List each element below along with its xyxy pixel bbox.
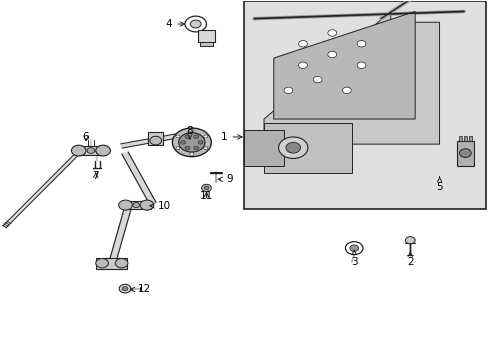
- Polygon shape: [148, 132, 163, 145]
- Text: 9: 9: [218, 174, 232, 184]
- Circle shape: [356, 62, 365, 68]
- Circle shape: [176, 135, 180, 138]
- Circle shape: [184, 146, 189, 150]
- Circle shape: [203, 186, 208, 190]
- Circle shape: [298, 62, 307, 68]
- Circle shape: [342, 87, 350, 94]
- Circle shape: [193, 135, 198, 139]
- Circle shape: [285, 142, 300, 153]
- Circle shape: [203, 147, 207, 150]
- Circle shape: [313, 76, 322, 83]
- Circle shape: [356, 41, 365, 47]
- Polygon shape: [199, 42, 212, 45]
- Polygon shape: [468, 136, 471, 140]
- Text: 3: 3: [350, 250, 357, 267]
- Text: 12: 12: [130, 284, 151, 294]
- Polygon shape: [3, 148, 84, 228]
- Circle shape: [184, 16, 206, 32]
- Polygon shape: [463, 136, 467, 140]
- Circle shape: [298, 41, 307, 47]
- Circle shape: [405, 237, 414, 244]
- Circle shape: [190, 20, 201, 28]
- Circle shape: [178, 133, 204, 152]
- Circle shape: [184, 135, 189, 139]
- Polygon shape: [122, 152, 156, 204]
- Circle shape: [96, 145, 110, 156]
- Circle shape: [150, 136, 161, 145]
- Circle shape: [327, 51, 336, 58]
- Circle shape: [133, 203, 140, 208]
- Text: 8: 8: [186, 126, 193, 139]
- Circle shape: [201, 184, 211, 192]
- Bar: [244, 1, 485, 209]
- Circle shape: [284, 87, 292, 94]
- Text: 4: 4: [165, 19, 184, 29]
- Polygon shape: [121, 133, 182, 148]
- Circle shape: [203, 135, 207, 138]
- Circle shape: [327, 30, 336, 36]
- Circle shape: [189, 153, 193, 156]
- Polygon shape: [122, 201, 151, 210]
- Polygon shape: [96, 258, 127, 269]
- Circle shape: [193, 146, 198, 150]
- Text: 10: 10: [149, 201, 170, 211]
- Circle shape: [349, 245, 358, 251]
- Circle shape: [345, 242, 362, 255]
- Circle shape: [180, 140, 185, 144]
- Circle shape: [115, 258, 128, 268]
- Polygon shape: [456, 140, 473, 166]
- Circle shape: [189, 129, 193, 132]
- Circle shape: [278, 137, 307, 158]
- Text: 5: 5: [435, 177, 442, 192]
- Text: 2: 2: [406, 252, 413, 267]
- Circle shape: [71, 145, 86, 156]
- Text: 11: 11: [200, 191, 213, 201]
- Polygon shape: [264, 123, 351, 173]
- Polygon shape: [198, 31, 215, 42]
- Polygon shape: [273, 12, 414, 119]
- Circle shape: [198, 140, 203, 144]
- Circle shape: [122, 287, 128, 291]
- Text: 7: 7: [92, 171, 99, 181]
- Circle shape: [459, 149, 470, 157]
- Circle shape: [176, 147, 180, 150]
- Circle shape: [96, 258, 108, 268]
- Circle shape: [119, 200, 132, 210]
- Polygon shape: [77, 146, 104, 155]
- Polygon shape: [458, 136, 462, 140]
- Text: 1: 1: [221, 132, 242, 142]
- Polygon shape: [264, 12, 439, 144]
- Circle shape: [87, 148, 95, 153]
- Polygon shape: [244, 130, 283, 166]
- Polygon shape: [109, 209, 131, 261]
- Circle shape: [119, 284, 131, 293]
- Circle shape: [140, 200, 154, 210]
- Circle shape: [172, 128, 211, 157]
- Text: 6: 6: [82, 132, 89, 142]
